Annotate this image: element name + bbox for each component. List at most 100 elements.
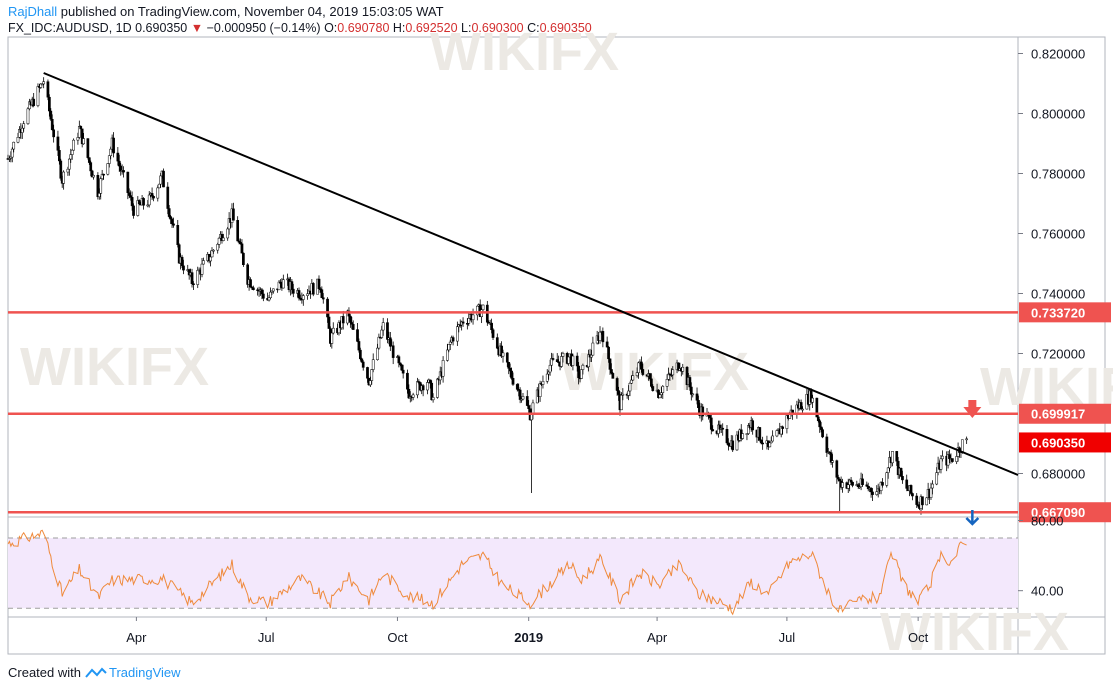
candle-body (356, 329, 359, 342)
candle-body (831, 460, 834, 463)
rsi-line (7, 529, 967, 616)
candle-body (386, 322, 389, 340)
candle-body (129, 195, 133, 198)
candle-body (447, 344, 451, 351)
candle-body (508, 368, 512, 372)
candle-body (538, 383, 542, 397)
candle-body (701, 406, 705, 417)
candle-body (142, 198, 145, 206)
candle-body (56, 136, 60, 151)
candle-body (901, 476, 904, 481)
candle-body (226, 228, 230, 239)
candle-body (481, 304, 485, 311)
candle-body (436, 378, 439, 398)
candle-body (180, 256, 184, 267)
low-label: L: (461, 21, 472, 35)
candle-body (731, 440, 735, 451)
candle-body (96, 175, 100, 198)
close-label: C: (527, 21, 540, 35)
candle-body (46, 81, 50, 98)
candle-body (370, 369, 374, 381)
candle-body (112, 137, 115, 154)
candle-body (615, 378, 619, 391)
candle-body (42, 81, 46, 85)
candle-body (260, 289, 264, 295)
down-arrow-icon (965, 510, 980, 526)
candle-body (475, 305, 479, 316)
candle-body (581, 364, 585, 370)
candle-body (838, 478, 842, 482)
candle-body (881, 482, 884, 486)
candle-body (92, 175, 95, 178)
candle-body (637, 362, 640, 373)
candle-body (771, 435, 774, 442)
price-level-tag-label: 0.699917 (1031, 407, 1085, 422)
candle-body (291, 288, 295, 294)
candle-body (761, 442, 764, 445)
candle-body (327, 316, 331, 329)
candle-body (869, 487, 873, 493)
candle-body (768, 442, 772, 448)
current-price-tag (1019, 432, 1111, 453)
candle-body (22, 123, 26, 129)
price-axis-label: 0.760000 (1031, 227, 1085, 242)
candle-body (116, 152, 120, 162)
candle-body (167, 208, 171, 217)
candle-body (368, 380, 372, 386)
candle-body (608, 358, 612, 370)
candle-body (658, 394, 662, 399)
trendline[interactable] (43, 72, 1019, 476)
candle-body (297, 290, 301, 299)
candle-body (507, 361, 511, 369)
tradingview-link[interactable]: TradingView (108, 665, 181, 680)
candle-body (77, 126, 81, 138)
candle-body (886, 467, 890, 473)
time-axis-label: Jul (258, 630, 275, 645)
candle-body (126, 171, 130, 193)
candle-body (377, 336, 381, 349)
publish-line: RajDhall published on TradingView.com, N… (8, 4, 444, 19)
candle-body (799, 402, 803, 410)
change-value: −0.000950 (−0.14%) (206, 21, 321, 35)
candle-body (170, 218, 174, 225)
candle-body (841, 482, 844, 488)
candle-body (875, 491, 879, 495)
candle-body (555, 359, 559, 363)
candle-body (605, 341, 609, 348)
candle-body (617, 390, 620, 395)
candle-body (630, 379, 633, 384)
time-axis-label: Oct (387, 630, 408, 645)
price-axis-label: 0.820000 (1031, 47, 1085, 62)
candle-body (818, 420, 822, 428)
candle-body (117, 160, 121, 167)
candle-body (406, 372, 409, 390)
candle-body (456, 326, 459, 342)
candle-body (727, 442, 730, 446)
candle-body (485, 304, 489, 323)
candle-body (398, 362, 402, 366)
candle-body (915, 495, 919, 505)
candle-body (16, 137, 20, 143)
candle-body (212, 249, 215, 252)
current-price-tag-label: 0.690350 (1031, 435, 1085, 450)
candle-body (79, 126, 83, 130)
candle-body (159, 175, 162, 185)
candle-body (836, 477, 840, 480)
candle-body (545, 373, 549, 382)
candle-body (671, 369, 675, 376)
candle-body (735, 434, 739, 451)
candle-body (240, 243, 244, 254)
candle-body (157, 183, 161, 189)
candle-body (467, 318, 471, 324)
candle-body (521, 396, 525, 400)
candle-body (200, 263, 204, 275)
candle-body (271, 288, 275, 292)
candle-body (611, 373, 615, 379)
candle-body (426, 382, 429, 391)
candle-body (428, 379, 432, 384)
open-value: 0.690780 (337, 21, 390, 35)
author-link[interactable]: RajDhall (8, 4, 58, 19)
candle-body (759, 439, 763, 444)
candle-body (631, 375, 635, 381)
